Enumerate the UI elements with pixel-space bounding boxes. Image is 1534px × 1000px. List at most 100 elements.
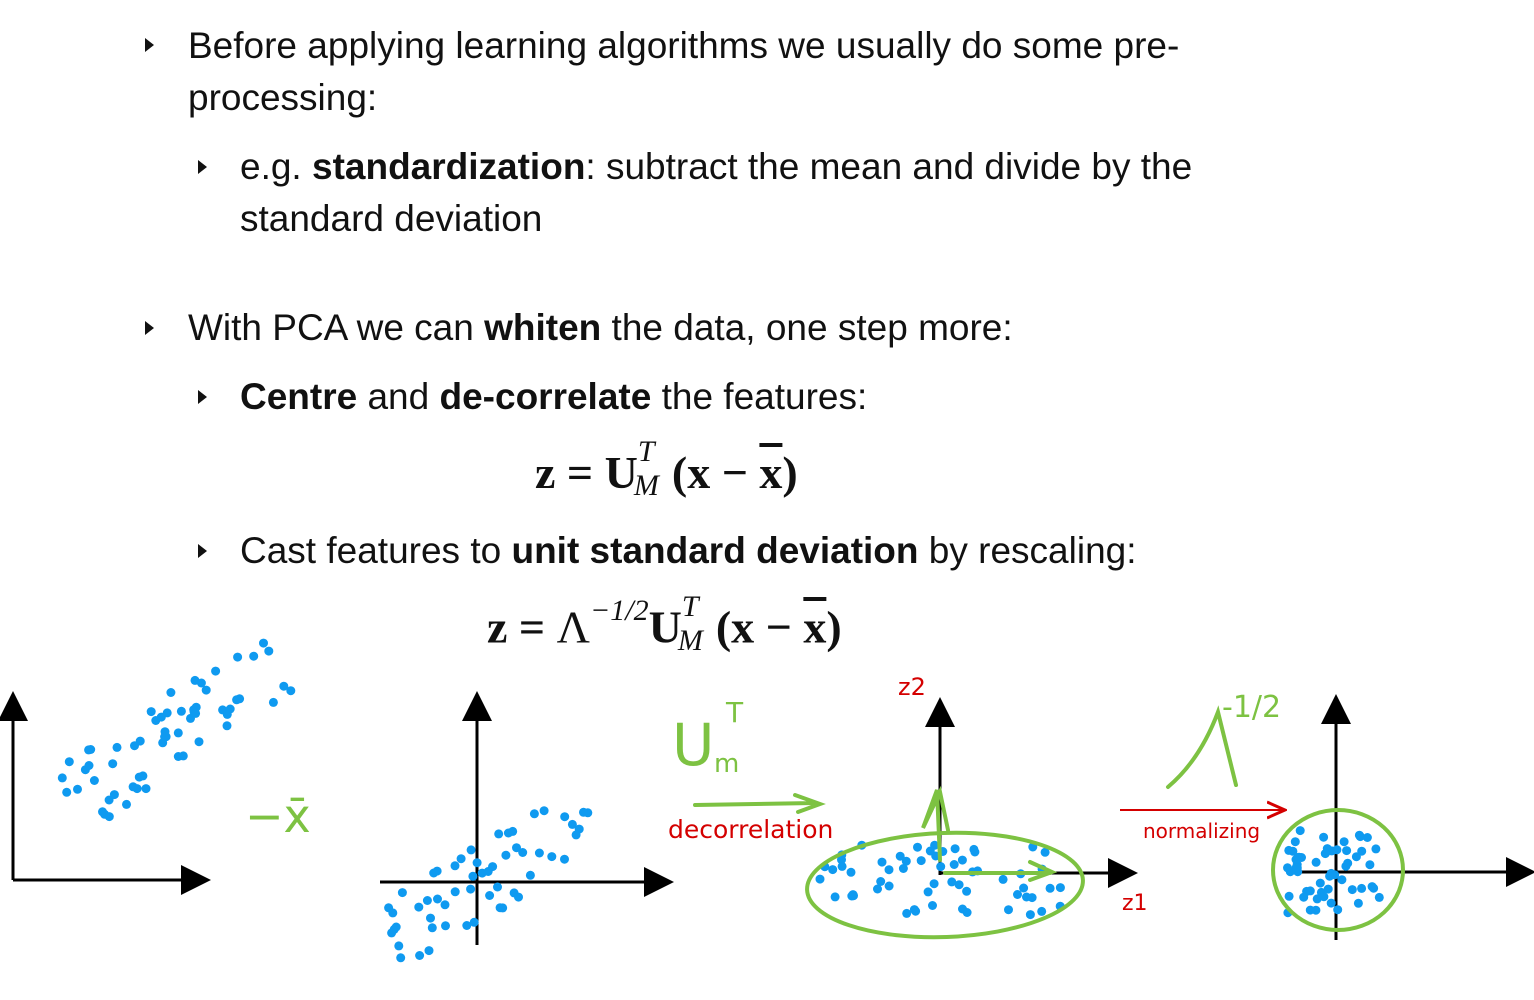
data-point-centred — [450, 861, 460, 871]
data-point-raw — [194, 737, 204, 747]
data-point-decorrelated — [1055, 883, 1065, 893]
data-point-whitened — [1288, 846, 1298, 856]
data-point-decorrelated — [947, 877, 957, 887]
bold-term: Centre — [240, 376, 358, 417]
data-point-centred — [397, 888, 407, 898]
data-point-centred — [466, 845, 476, 855]
data-point-decorrelated — [873, 884, 882, 894]
data-point-centred — [494, 829, 504, 839]
data-point-whitened — [1351, 852, 1361, 862]
data-point-raw — [62, 787, 72, 797]
data-point-decorrelated — [830, 892, 840, 902]
data-point-raw — [173, 728, 183, 738]
bullet-unit-std: Cast features to unit standard deviation… — [240, 525, 1137, 577]
data-point-decorrelated — [957, 855, 967, 865]
data-point-decorrelated — [884, 865, 894, 875]
data-point-decorrelated — [1025, 910, 1035, 920]
data-point-raw — [176, 706, 186, 716]
data-point-whitened — [1339, 837, 1349, 847]
data-point-centred — [508, 826, 518, 836]
data-point-centred — [427, 923, 437, 933]
bold-term: unit standard deviation — [511, 530, 919, 571]
data-point-raw — [134, 772, 144, 782]
data-point-decorrelated — [949, 860, 959, 869]
data-point-decorrelated — [929, 879, 939, 889]
data-point-raw — [201, 685, 211, 695]
data-point-raw — [233, 652, 243, 662]
data-point-whitened — [1305, 886, 1315, 896]
data-point-decorrelated — [954, 880, 964, 890]
data-point-centred — [396, 953, 406, 963]
data-point-raw — [225, 704, 235, 714]
ellipse-annotation — [805, 830, 1085, 940]
lambda-glyph — [1166, 705, 1238, 789]
data-point-raw — [259, 638, 268, 648]
data-point-decorrelated — [1045, 883, 1055, 893]
data-point-decorrelated — [1027, 893, 1037, 903]
data-point-centred — [468, 871, 478, 881]
data-point-centred — [560, 854, 569, 864]
data-point-centred — [441, 921, 450, 931]
data-point-whitened — [1291, 863, 1301, 872]
data-point-decorrelated — [998, 874, 1008, 884]
text: the features: — [651, 376, 868, 417]
data-point-whitened — [1362, 833, 1372, 842]
data-point-whitened — [1323, 884, 1333, 894]
text: With PCA we can — [188, 307, 485, 348]
data-point-centred — [440, 900, 450, 910]
data-point-whitened — [1290, 837, 1300, 847]
data-point-raw — [104, 795, 114, 805]
data-point-raw — [112, 742, 122, 752]
data-point-raw — [178, 751, 188, 761]
data-point-centred — [518, 848, 528, 857]
data-point-raw — [286, 686, 296, 696]
text: the data, one step more: — [601, 307, 1013, 348]
data-point-centred — [547, 852, 557, 862]
data-point-centred — [387, 928, 397, 938]
bold-term: standardization — [312, 146, 586, 187]
data-point-centred — [462, 921, 472, 930]
data-point-whitened — [1333, 905, 1343, 915]
data-point-whitened — [1326, 898, 1336, 908]
data-point-centred — [472, 858, 482, 868]
data-point-centred — [579, 807, 588, 817]
data-point-raw — [156, 712, 166, 722]
data-point-whitened — [1315, 878, 1325, 888]
data-point-centred — [493, 882, 502, 892]
lambda-exponent: -1/2 — [1222, 690, 1281, 725]
data-point-raw — [268, 697, 278, 707]
data-point-whitened — [1371, 844, 1381, 854]
data-point-raw — [104, 812, 114, 822]
um-superscript: T — [725, 696, 744, 729]
z1-label: z1 — [1122, 891, 1148, 916]
bullet-icon — [198, 544, 207, 558]
data-point-whitened — [1320, 849, 1330, 859]
data-point-decorrelated — [930, 840, 940, 850]
data-point-raw — [166, 688, 176, 697]
data-point-whitened — [1311, 857, 1321, 867]
data-point-centred — [560, 812, 570, 822]
data-point-decorrelated — [828, 865, 838, 875]
data-point-centred — [414, 902, 424, 912]
data-point-whitened — [1295, 826, 1305, 836]
data-point-raw — [84, 761, 94, 770]
data-point-decorrelated — [1004, 905, 1013, 915]
data-point-whitened — [1355, 832, 1365, 842]
data-point-raw — [211, 666, 221, 676]
data-point-decorrelated — [1037, 906, 1047, 916]
equation-whiten: z = Λ−1/2U T M (x − x) — [487, 589, 842, 657]
data-point-raw — [89, 776, 99, 785]
data-point-decorrelated — [916, 856, 926, 866]
bullet-whiten: With PCA we can whiten the data, one ste… — [188, 302, 1013, 354]
z2-label: z2 — [898, 673, 926, 701]
data-point-centred — [498, 903, 508, 913]
bullet-icon — [198, 390, 207, 404]
data-point-centred — [567, 819, 577, 829]
text: e.g. — [240, 146, 312, 187]
data-point-whitened — [1319, 892, 1329, 902]
data-point-raw — [249, 651, 259, 661]
data-point-decorrelated — [909, 905, 919, 915]
data-point-raw — [128, 782, 138, 792]
data-point-decorrelated — [884, 881, 894, 891]
